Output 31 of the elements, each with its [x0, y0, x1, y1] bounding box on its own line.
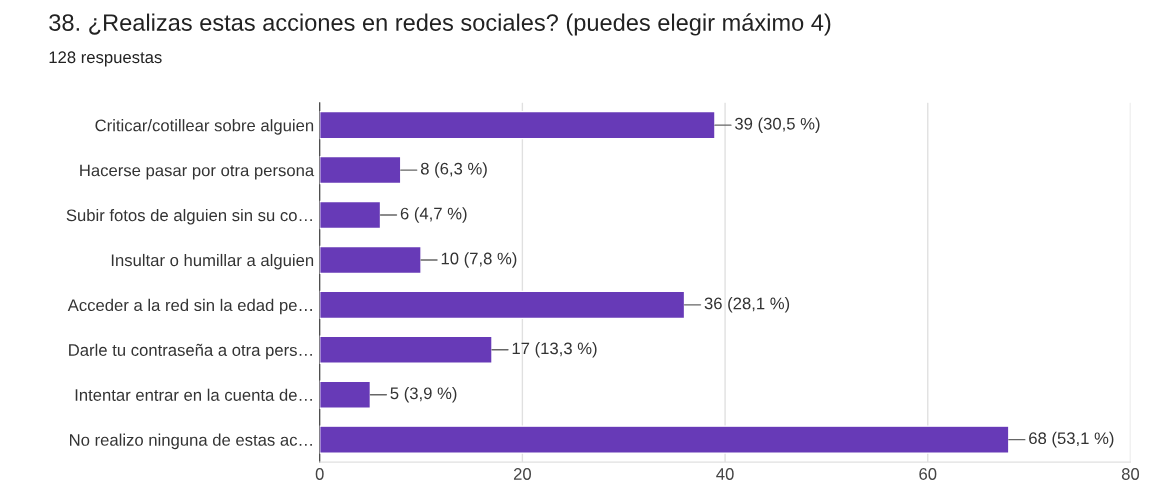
- y-tick-label: Acceder a la red sin la edad pe…: [67, 298, 312, 315]
- data-label: 5 (3,9 %): [390, 386, 457, 403]
- bar: [319, 110, 716, 140]
- data-label: 10 (7,8 %): [441, 252, 517, 268]
- data-label: 17 (13,3 %): [512, 342, 597, 358]
- x-tick-label: 20: [513, 468, 532, 480]
- y-tick-label: Criticar/cotillear sobre alguien: [95, 119, 314, 135]
- bar: [319, 380, 372, 409]
- bar: [319, 290, 686, 320]
- bar: [319, 155, 402, 185]
- y-tick-label: Insultar o humillar a alguien: [111, 253, 314, 270]
- data-label: 68 (53,1 %): [1029, 431, 1114, 448]
- data-label: 36 (28,1 %): [704, 297, 790, 313]
- x-tick-label: 60: [919, 468, 937, 480]
- bar: [319, 425, 1010, 454]
- y-tick-label: Darle tu contraseña a otra pers…: [69, 343, 312, 360]
- data-label: 6 (4,7 %): [400, 207, 467, 223]
- bar: [319, 335, 493, 364]
- y-tick-label: No realizo ninguna de estas ac…: [70, 433, 312, 450]
- text: 128 respuestas: [49, 51, 162, 67]
- y-tick-label: Hacerse pasar por otra persona: [80, 164, 315, 180]
- x-tick-label: 40: [716, 468, 734, 480]
- data-label: 39 (30,5 %): [735, 117, 820, 133]
- x-tick-label: 0: [315, 468, 324, 480]
- bar: [319, 200, 382, 230]
- data-label: 8 (6,3 %): [420, 162, 487, 178]
- chart-title: 38. ¿Realizas estas acciones en redes sociales? (puedes elegir máximo 4): [49, 13, 831, 36]
- y-tick-label: Intentar entrar en la cuenta de…: [75, 388, 312, 401]
- y-tick-label: Subir fotos de alguien sin su co…: [66, 208, 312, 225]
- bar: [319, 245, 422, 275]
- x-tick-label: 80: [1121, 468, 1140, 480]
